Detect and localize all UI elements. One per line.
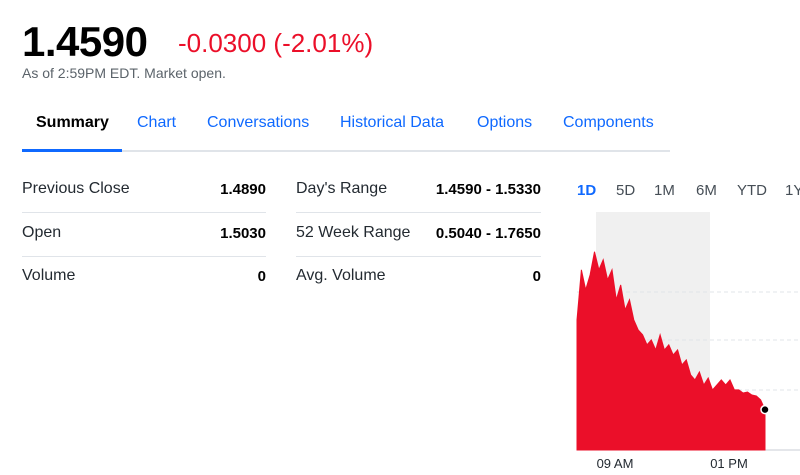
tab[interactable]: Components: [563, 114, 654, 131]
range-button[interactable]: 1M: [654, 182, 675, 199]
stat-value: 1.5030: [220, 225, 266, 242]
stat-label: Previous Close: [22, 180, 130, 197]
stat-value: 0: [257, 268, 266, 285]
stat-label: Avg. Volume: [296, 267, 386, 284]
stat-value: 1.4890: [220, 181, 266, 198]
tab-divider: [22, 150, 670, 152]
x-tick-label: 09 AM: [597, 456, 634, 471]
stat-label: Day's Range: [296, 180, 388, 197]
range-button[interactable]: 1Y: [785, 182, 800, 199]
range-button[interactable]: 6M: [696, 182, 717, 199]
stat-value: 0.5040 - 1.7650: [435, 225, 541, 242]
tab[interactable]: Historical Data: [340, 114, 445, 131]
range-button[interactable]: 5D: [616, 182, 636, 199]
price-area: [576, 251, 766, 451]
tab[interactable]: Summary: [36, 114, 109, 131]
range-button[interactable]: 1D: [577, 182, 597, 199]
last-point: [760, 404, 770, 415]
tab[interactable]: Chart: [137, 114, 177, 131]
tab[interactable]: Conversations: [207, 114, 310, 131]
stat-label: Volume: [22, 267, 76, 284]
price: 1.4590: [22, 18, 148, 65]
stat-label: 52 Week Range: [296, 224, 411, 241]
range-button[interactable]: YTD: [737, 182, 767, 199]
timestamp: As of 2:59PM EDT. Market open.: [22, 65, 226, 81]
row-divider: [22, 256, 266, 257]
row-divider: [22, 212, 266, 213]
stat-label: Open: [22, 224, 62, 241]
x-tick-label: 01 PM: [710, 456, 748, 471]
row-divider: [296, 212, 541, 213]
tab-indicator: [22, 149, 122, 152]
tab[interactable]: Options: [477, 114, 533, 131]
stat-value: 0: [532, 268, 541, 285]
price-change: -0.0300 (-2.01%): [178, 28, 374, 58]
stat-value: 1.4590 - 1.5330: [435, 181, 541, 198]
row-divider: [296, 256, 541, 257]
